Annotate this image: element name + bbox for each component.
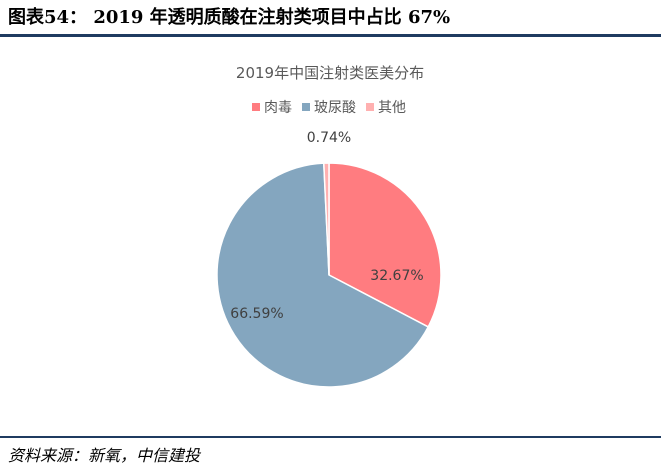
pie-slice-3 bbox=[323, 162, 330, 276]
pie-slice-2 bbox=[216, 162, 430, 388]
chart-title: 2019年中国注射类医美分布 bbox=[236, 64, 424, 82]
legend-label: 玻尿酸 bbox=[314, 100, 356, 116]
source-note: 资料来源：新氧，中信建投 bbox=[8, 446, 201, 465]
legend-swatch bbox=[366, 103, 374, 111]
pie-chart: 2019年中国注射类医美分布 肉毒 玻尿酸 其他 32.67% 66.59% 0.74% bbox=[216, 64, 442, 388]
data-labels: 32.67% 66.59% 0.74% bbox=[230, 130, 423, 322]
legend-swatch bbox=[302, 103, 310, 111]
data-label-2: 66.59% bbox=[230, 306, 283, 322]
title-divider bbox=[0, 34, 661, 37]
data-label-3: 0.74% bbox=[307, 130, 351, 146]
legend-item: 玻尿酸 bbox=[302, 100, 356, 116]
pie-slices bbox=[216, 162, 442, 388]
pie-slice-1 bbox=[328, 162, 442, 328]
legend-label: 其他 bbox=[378, 100, 406, 116]
chart-legend: 肉毒 玻尿酸 其他 bbox=[252, 100, 406, 116]
legend-swatch bbox=[252, 103, 260, 111]
data-label-1: 32.67% bbox=[370, 268, 423, 284]
legend-item: 肉毒 bbox=[252, 100, 292, 116]
legend-item: 其他 bbox=[366, 100, 406, 116]
source-divider bbox=[0, 436, 661, 438]
legend-label: 肉毒 bbox=[264, 100, 292, 116]
figure-title: 图表54： 2019 年透明质酸在注射类项目中占比 67% bbox=[8, 7, 451, 28]
